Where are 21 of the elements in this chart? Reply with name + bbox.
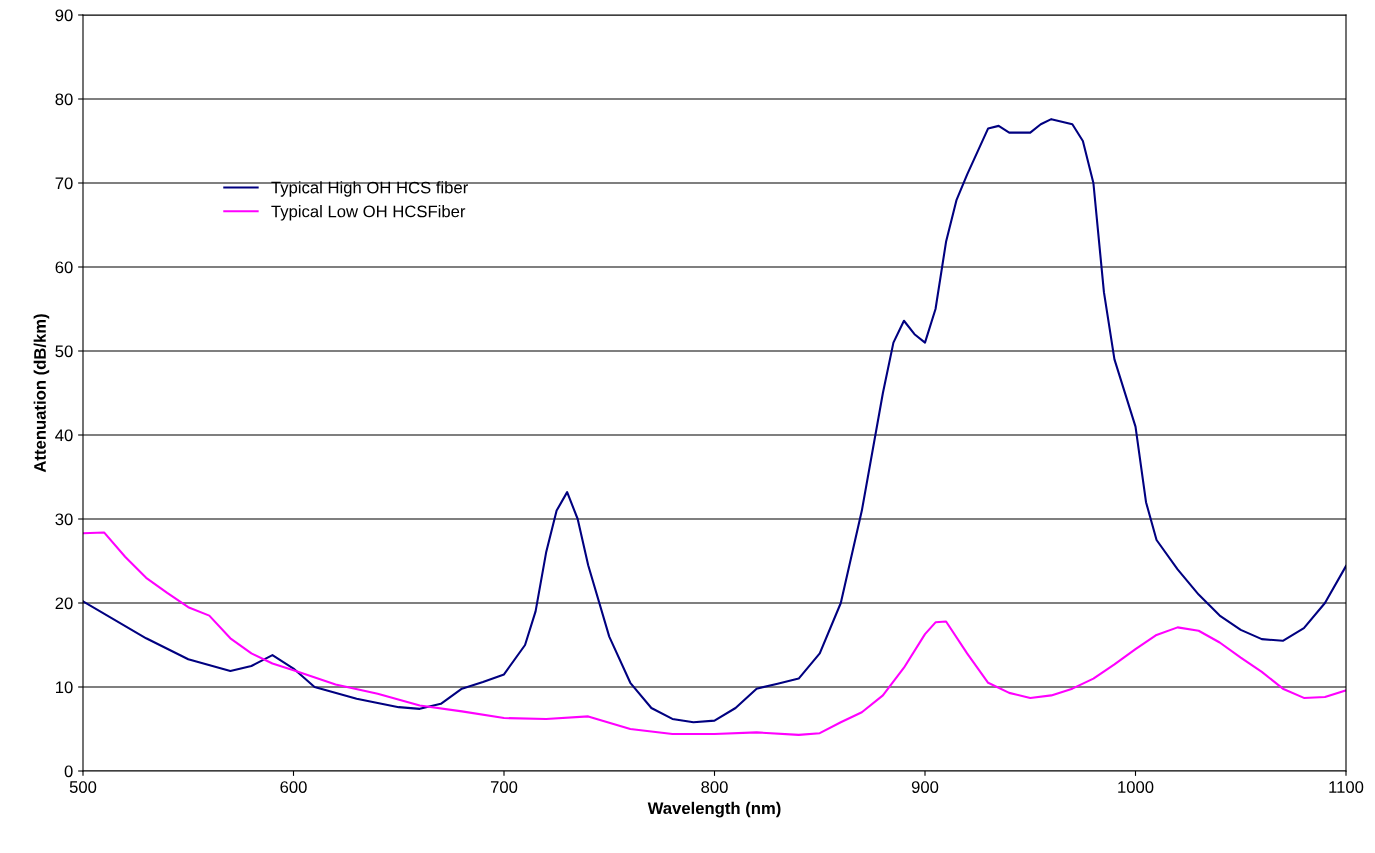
- legend-label: Typical High OH HCS fiber: [271, 181, 468, 197]
- x-tick-label: 800: [701, 781, 728, 793]
- y-tick-label: 90: [55, 9, 73, 22]
- legend-label: Typical Low OH HCSFiber: [271, 205, 466, 221]
- x-axis-title: Wavelength (nm): [647, 801, 781, 818]
- x-tick-label: 900: [911, 781, 939, 793]
- y-tick-label: 40: [55, 429, 73, 442]
- y-tick-label: 0: [64, 765, 73, 778]
- y-tick-label: 30: [55, 513, 73, 526]
- x-tick-label: 600: [280, 781, 307, 793]
- y-tick-label: 10: [56, 681, 73, 694]
- x-tick-label: 1000: [1118, 781, 1154, 793]
- y-tick-label: 80: [55, 93, 73, 106]
- x-tick-label: 500: [69, 781, 97, 793]
- y-tick-label: 50: [55, 345, 73, 358]
- x-tick-label: 1100: [1329, 781, 1364, 793]
- y-axis-title: Attenuation (dB/km): [33, 314, 50, 473]
- y-tick-label: 70: [55, 177, 73, 190]
- y-tick-label: 60: [55, 261, 73, 274]
- x-tick-label: 700: [490, 781, 518, 793]
- y-tick-label: 20: [55, 597, 73, 610]
